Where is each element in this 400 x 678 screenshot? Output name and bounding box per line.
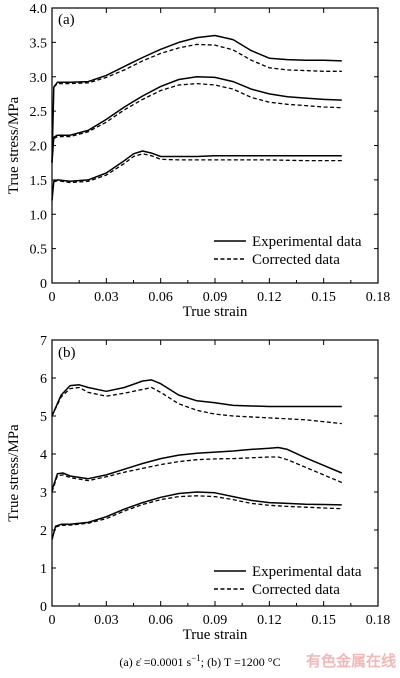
x-tick-label: 0.18 bbox=[366, 290, 391, 305]
panel-label: (b) bbox=[58, 345, 76, 361]
experimental-curve-2 bbox=[51, 446, 343, 491]
y-tick-label: 7 bbox=[40, 334, 47, 349]
corrected-curve-3 bbox=[53, 153, 342, 184]
legend: Experimental data Corrected data bbox=[214, 234, 362, 268]
legend-label: Corrected data bbox=[252, 582, 340, 598]
legend: Experimental data Corrected data bbox=[214, 564, 362, 598]
x-tick-label: 0.15 bbox=[311, 613, 336, 628]
experimental-curve-1 bbox=[51, 379, 342, 417]
x-tick-label: 0.06 bbox=[148, 613, 173, 628]
corrected-curve-2 bbox=[51, 456, 343, 493]
y-tick-label: 0.5 bbox=[30, 243, 48, 258]
y-axis-title: True stress/MPa bbox=[6, 96, 22, 194]
x-tick-label: 0.15 bbox=[311, 290, 336, 305]
caption-superscript: −1 bbox=[191, 653, 201, 663]
y-tick-label: 1 bbox=[40, 562, 47, 577]
panel-b: 0 0.03 0.06 0.09 0.12 0.15 0.18 0 1 2 3 4 5 6 7 True st… bbox=[6, 334, 390, 643]
x-tick-label: 0.06 bbox=[148, 290, 173, 305]
y-tick-label: 6 bbox=[40, 372, 47, 387]
x-tick-label: 0.18 bbox=[366, 613, 391, 628]
y-tick-label: 1.0 bbox=[30, 208, 48, 223]
x-tick-label: 0.12 bbox=[257, 613, 282, 628]
y-tick-label: 2 bbox=[40, 524, 47, 539]
y-tick-label: 3.5 bbox=[30, 36, 48, 51]
y-tick-label: 0 bbox=[40, 277, 47, 292]
panel-a: 0 0.03 0.06 0.09 0.12 0.15 0.18 0 0.5 1.0 1.5 2.0 2.… bbox=[6, 2, 390, 320]
y-tick-label: 2.0 bbox=[30, 140, 48, 155]
x-tick-label: 0 bbox=[49, 290, 56, 305]
y-tick-label: 2.5 bbox=[30, 105, 48, 120]
corrected-curve-1 bbox=[53, 43, 342, 88]
y-tick-label: 4.0 bbox=[30, 2, 48, 17]
x-tick-label: 0.03 bbox=[94, 290, 119, 305]
x-tick-label: 0.09 bbox=[203, 290, 228, 305]
y-tick-label: 5 bbox=[40, 410, 47, 425]
legend-label: Experimental data bbox=[252, 564, 362, 580]
y-tick-label: 1.5 bbox=[30, 174, 48, 189]
y-tick-label: 3.0 bbox=[30, 71, 48, 86]
y-tick-label: 4 bbox=[40, 448, 47, 463]
experimental-curve-3 bbox=[51, 150, 342, 201]
legend-label: Corrected data bbox=[252, 252, 340, 268]
x-tick-label: 0 bbox=[49, 613, 56, 628]
caption-part-a: (a) ε̇ =0.0001 s bbox=[119, 655, 191, 669]
x-tick-label: 0.03 bbox=[94, 613, 119, 628]
figure-caption: (a) ε̇ =0.0001 s−1; (b) T =1200 °C bbox=[119, 653, 280, 669]
x-tick-label: 0.12 bbox=[257, 290, 282, 305]
legend-label: Experimental data bbox=[252, 234, 362, 250]
corrected-curve-2 bbox=[53, 82, 342, 140]
corrected-curve-1 bbox=[51, 386, 342, 425]
corrected-curve-3 bbox=[55, 495, 342, 528]
caption-part-b: ; (b) T =1200 °C bbox=[201, 655, 281, 669]
x-tick-label: 0.09 bbox=[203, 613, 228, 628]
x-axis-title: True strain bbox=[183, 304, 248, 320]
y-tick-label: 3 bbox=[40, 486, 47, 501]
watermark: 有色金属在线 bbox=[306, 652, 396, 670]
panel-label: (a) bbox=[58, 12, 75, 28]
experimental-curve-3 bbox=[51, 491, 342, 540]
x-axis-title: True strain bbox=[183, 627, 248, 643]
experimental-curve-1 bbox=[51, 34, 342, 163]
experimental-curve-2 bbox=[51, 76, 342, 163]
y-tick-label: 0 bbox=[40, 600, 47, 615]
y-axis-title: True stress/MPa bbox=[6, 424, 22, 522]
